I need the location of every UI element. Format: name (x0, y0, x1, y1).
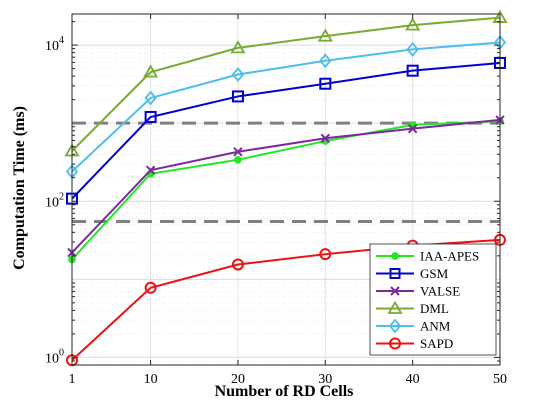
marker-circle (389, 337, 401, 350)
marker-x (233, 147, 243, 157)
marker-circle (144, 281, 157, 294)
marker-diamond (231, 67, 245, 82)
series-line (71, 16, 501, 152)
marker-dot (234, 155, 242, 164)
x-tick-label: 10 (144, 372, 158, 387)
x-tick-label: 50 (493, 372, 507, 387)
y-tick-label: 100 (45, 347, 64, 366)
plot-frame (71, 13, 501, 366)
marker-x (407, 123, 418, 134)
x-tick-label: 40 (406, 372, 420, 387)
marker-diamond (388, 318, 402, 334)
reference-lines (72, 121, 500, 224)
x-axis-title: Number of RD Cells (215, 383, 354, 400)
legend-label: ANM (420, 319, 451, 334)
legend-label: GSM (420, 266, 449, 281)
series-dml (64, 9, 508, 157)
legend-entry: GSM (376, 266, 449, 281)
marker-square (319, 77, 332, 90)
legend-entry: SAPD (376, 336, 453, 351)
x-tick-label: 20 (231, 372, 245, 387)
marker-square (406, 64, 419, 77)
marker-diamond (406, 42, 419, 57)
series-iaa-apes (68, 117, 504, 264)
marker-x (390, 286, 400, 296)
legend-label: IAA-APES (420, 249, 479, 264)
marker-circle (319, 248, 332, 261)
series-anm (65, 35, 507, 179)
marker-square (144, 110, 157, 123)
marker-triangle (230, 40, 246, 54)
marker-square (389, 268, 401, 279)
series-line (71, 61, 501, 200)
series-valse (67, 115, 505, 258)
x-tick-label: 1 (69, 372, 76, 387)
y-tick-label: 104 (45, 35, 64, 54)
marker-x (145, 165, 156, 175)
y-axis-title: Computation Time (ms) (11, 106, 28, 270)
legend-box (369, 243, 497, 356)
y-tick-label: 102 (45, 191, 64, 210)
marker-dot (391, 252, 399, 260)
legend-label: VALSE (420, 284, 460, 299)
legend-entry: DML (376, 300, 449, 316)
marker-triangle (143, 64, 159, 78)
axes: 1 10 20 30 40 50 100 102 104 (45, 13, 507, 387)
legend: IAA-APES GSM VALSE DML ANM SAPD (369, 243, 497, 356)
legend-entry: VALSE (376, 284, 460, 299)
series-line (71, 120, 501, 261)
legend-entry: ANM (376, 319, 451, 334)
marker-diamond (144, 90, 157, 106)
marker-triangle (387, 300, 403, 314)
marker-triangle (317, 28, 333, 42)
x-tick-label: 30 (318, 372, 332, 387)
series-group (64, 9, 508, 367)
legend-label: DML (420, 301, 449, 316)
marker-square (231, 90, 244, 103)
marker-triangle (405, 17, 421, 31)
legend-entry: IAA-APES (376, 249, 479, 264)
marker-x (320, 133, 331, 144)
legend-label: SAPD (420, 336, 453, 351)
series-line (71, 118, 501, 254)
series-line (71, 41, 501, 173)
marker-circle (231, 258, 244, 271)
marker-diamond (319, 53, 332, 69)
